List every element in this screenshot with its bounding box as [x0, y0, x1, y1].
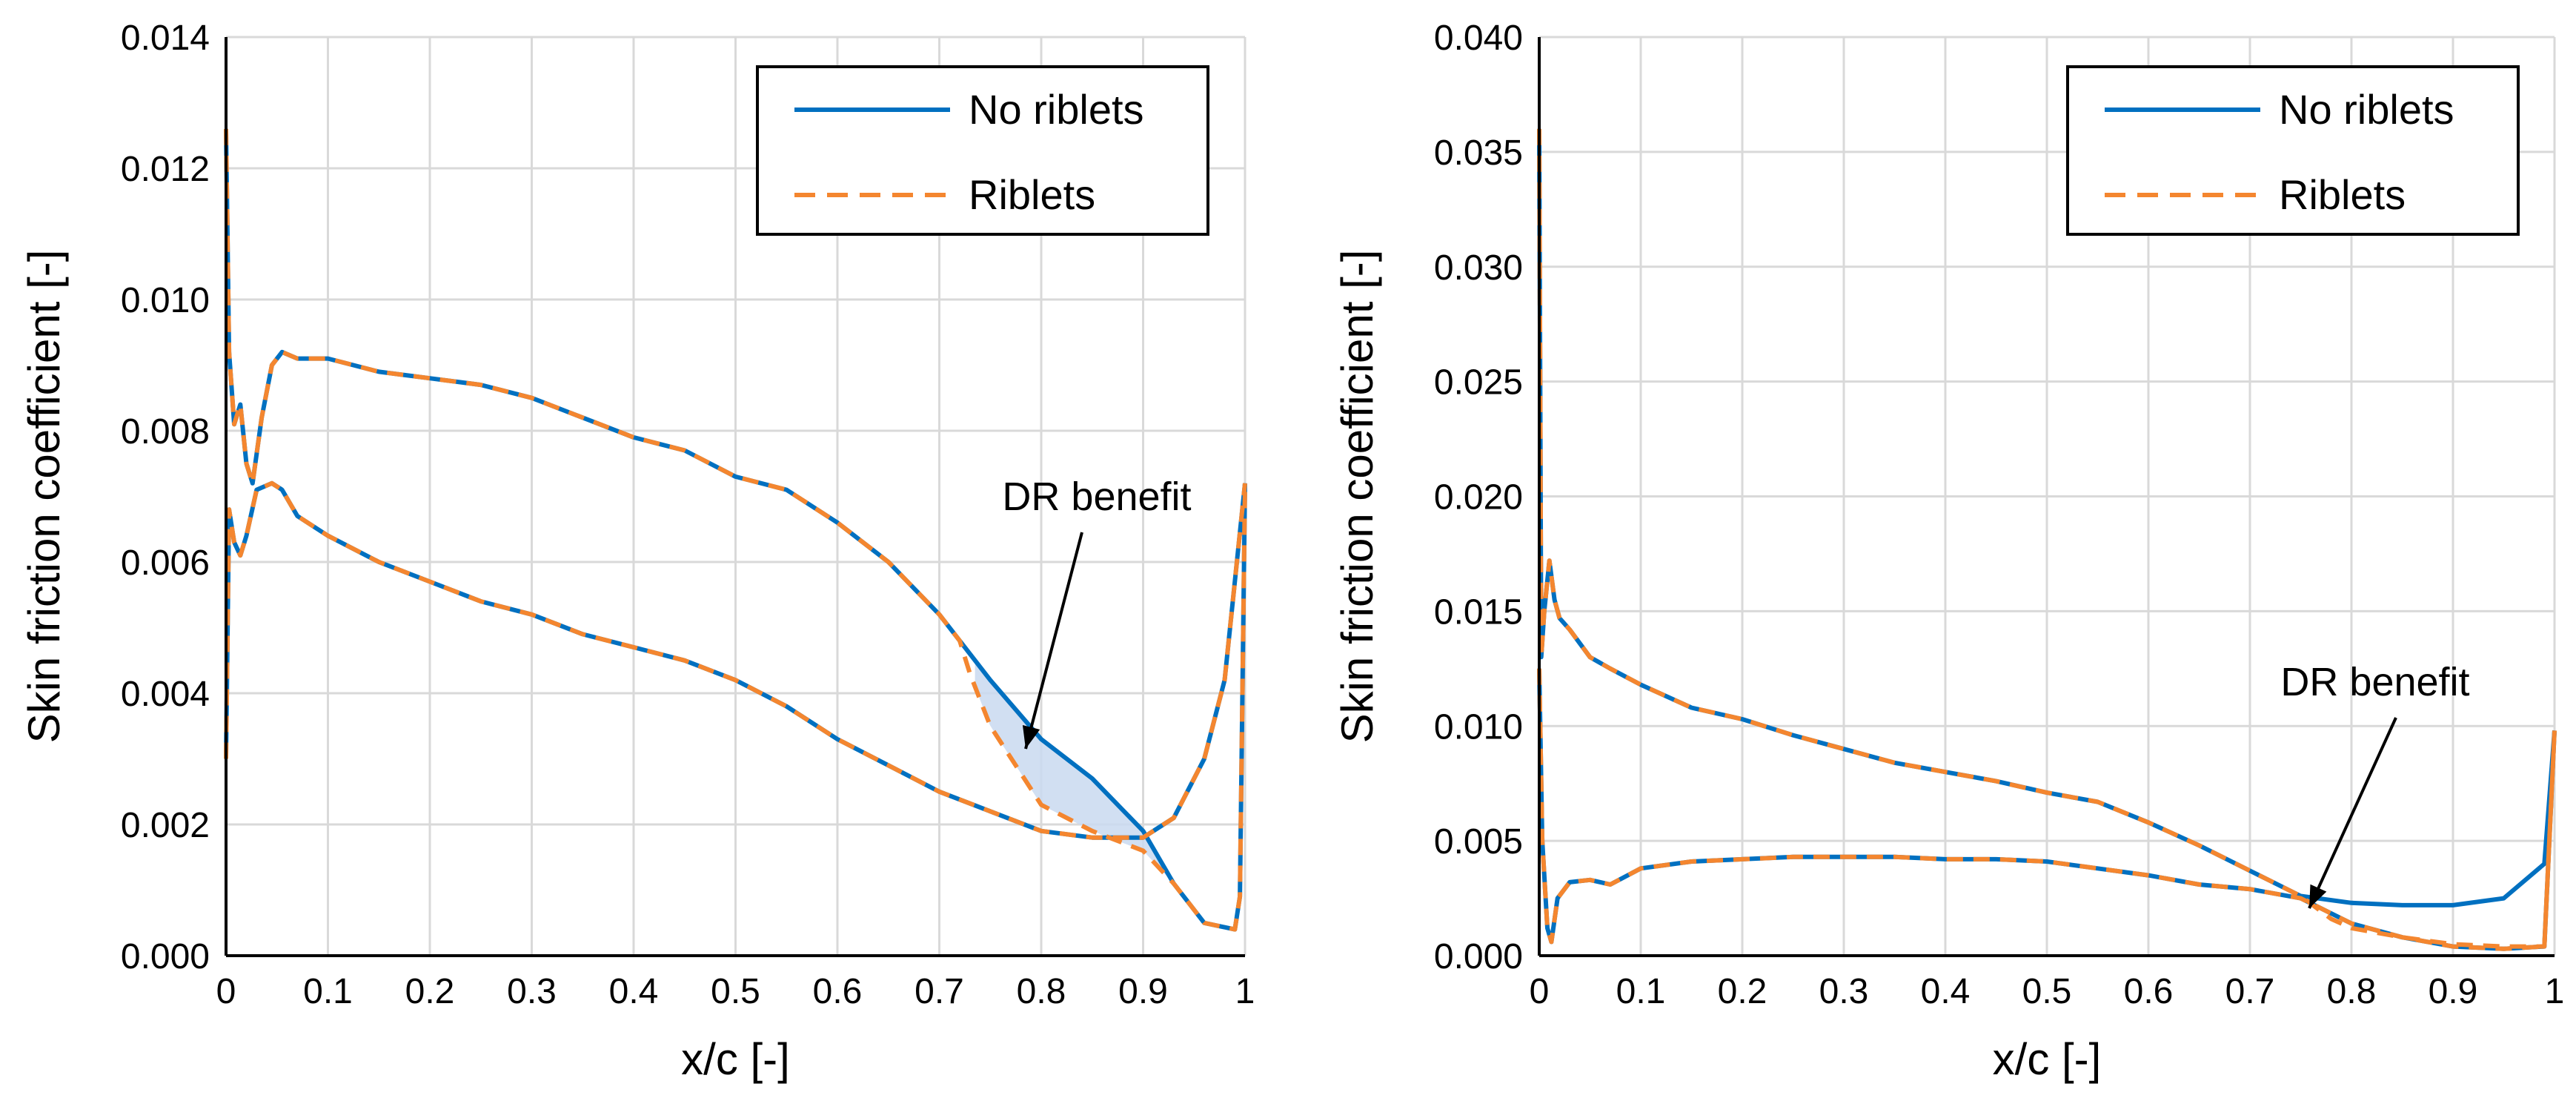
y-tick-label: 0.015	[1434, 592, 1523, 632]
x-tick-label: 0.7	[2225, 972, 2275, 1011]
riblets-legend-label: Riblets	[2279, 171, 2406, 218]
dr-benefit-annotation: DR benefit	[2280, 660, 2469, 704]
legend-box	[2066, 65, 2520, 236]
y-tick-label: 0.000	[1434, 937, 1523, 976]
x-tick-label: 0.1	[303, 972, 353, 1011]
y-axis-label: Skin friction coefficient [-]	[19, 250, 69, 744]
x-tick-label: 1	[2545, 972, 2565, 1011]
x-tick-label: 0.8	[1017, 972, 1066, 1011]
riblets-legend-label: Riblets	[969, 171, 1095, 218]
y-tick-label: 0.020	[1434, 478, 1523, 518]
x-tick-label: 0.4	[609, 972, 659, 1011]
x-tick-label: 0.1	[1616, 972, 1666, 1011]
y-tick-label: 0.005	[1434, 822, 1523, 862]
x-tick-label: 0.2	[1718, 972, 1767, 1011]
x-tick-label: 0.8	[2327, 972, 2377, 1011]
annotation-arrow	[2308, 717, 2397, 909]
y-tick-label: 0.006	[121, 543, 210, 583]
y-tick-label: 0.008	[121, 412, 210, 452]
annotation-arrow	[1024, 532, 1083, 750]
x-tick-label: 0.5	[2022, 972, 2072, 1011]
y-tick-label: 0.004	[121, 675, 210, 714]
x-axis-label: x/c [-]	[1993, 1034, 2102, 1084]
riblets-lower-line	[224, 480, 1247, 840]
y-tick-label: 0.030	[1434, 248, 1523, 288]
x-tick-label: 0	[1530, 972, 1550, 1011]
riblets-upper-line	[224, 128, 1247, 932]
right-chart: 0 0.1 0.2 0.3 0.4 0.5 0.6 0.7 0.8 0.9 1 0.000 0.005 0…	[1332, 19, 2564, 1084]
y-tick-label: 0.025	[1434, 363, 1523, 403]
x-tick-label: 0.3	[507, 972, 557, 1011]
x-tick-label: 0.5	[711, 972, 760, 1011]
riblets-lower-line	[1537, 668, 2557, 951]
x-tick-label: 0.2	[405, 972, 455, 1011]
legend-box	[756, 65, 1209, 236]
y-tick-label: 0.000	[121, 937, 210, 976]
y-tick-label: 0.002	[121, 806, 210, 845]
x-tick-label: 0.3	[1819, 972, 1869, 1011]
annotation-arrowhead	[1022, 724, 1040, 749]
y-tick-label: 0.035	[1434, 133, 1523, 173]
x-axis-label: x/c [-]	[681, 1034, 790, 1084]
x-tick-label: 0.6	[813, 972, 863, 1011]
y-tick-label: 0.010	[1434, 707, 1523, 747]
y-axis-label: Skin friction coefficient [-]	[1332, 250, 1382, 744]
no-riblets-legend-label: No riblets	[969, 86, 1144, 133]
x-tick-label: 0.9	[1118, 972, 1168, 1011]
y-tick-label: 0.014	[121, 19, 210, 58]
y-tick-label: 0.010	[121, 281, 210, 320]
y-tick-label: 0.012	[121, 150, 210, 189]
x-tick-label: 0.4	[1921, 972, 1971, 1011]
x-tick-label: 0.6	[2124, 972, 2174, 1011]
riblets-upper-line	[1537, 128, 2557, 949]
y-tick-label: 0.040	[1434, 19, 1523, 58]
x-tick-label: 1	[1235, 972, 1255, 1011]
x-tick-label: 0	[216, 972, 236, 1011]
annotation-arrowhead	[2309, 884, 2327, 908]
dr-benefit-annotation: DR benefit	[1002, 475, 1191, 519]
x-tick-label: 0.9	[2429, 972, 2478, 1011]
x-tick-label: 0.7	[914, 972, 964, 1011]
no-riblets-legend-label: No riblets	[2279, 86, 2454, 133]
left-chart: 0 0.1 0.2 0.3 0.4 0.5 0.6 0.7 0.8 0.9 1 0.000 0.002 0…	[19, 19, 1255, 1084]
dr-benefit-region	[975, 660, 1174, 884]
